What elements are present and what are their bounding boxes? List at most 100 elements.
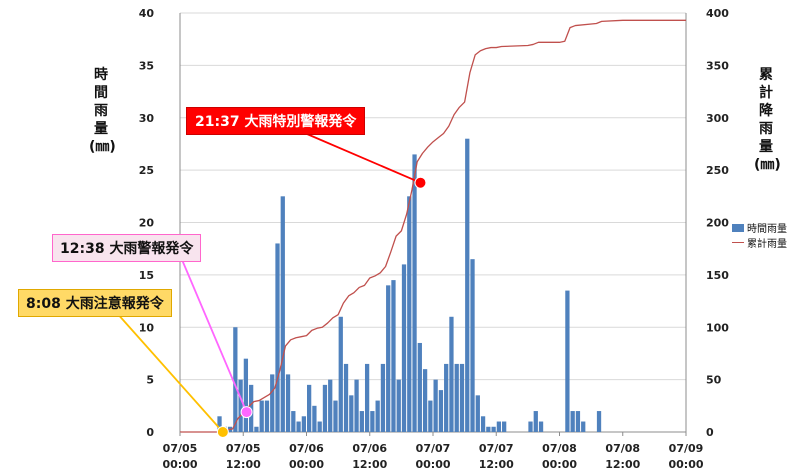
x-tick-label-date: 07/08 [605, 442, 640, 455]
hourly-rain-bar [349, 395, 354, 432]
legend-swatch-cumulative [732, 242, 744, 243]
hourly-rain-bar [570, 411, 575, 432]
y-left-tick-label: 15 [139, 269, 154, 282]
hourly-rain-bar [581, 421, 586, 432]
x-tick-label-time: 12:00 [605, 458, 640, 471]
hourly-rain-bar [433, 379, 438, 432]
hourly-rain-bar [322, 384, 328, 432]
hourly-rain-bar [396, 379, 401, 432]
axis-label-char: 時 [94, 67, 108, 83]
y-left-tick-label: 20 [139, 217, 155, 230]
annotation-emergency-warning: 21:37 大雨特別警報発令 [186, 107, 366, 135]
annotation-marker [216, 426, 229, 438]
hourly-rain-bar [538, 421, 544, 432]
hourly-rain-bar [444, 363, 449, 432]
annotation-marker [414, 176, 427, 189]
y-right-tick-label: 150 [706, 269, 729, 282]
x-tick-label-date: 07/05 [226, 442, 261, 455]
hourly-rain-bar [375, 400, 380, 432]
hourly-rain-bar [428, 400, 433, 432]
hourly-rain-bar [417, 342, 422, 432]
axis-label-char: (㎜) [754, 157, 781, 173]
annotation-leader-line [299, 130, 421, 184]
hourly-rain-bar [386, 285, 391, 432]
hourly-rain-bar [596, 411, 602, 432]
hourly-rain-bar [238, 379, 243, 432]
axis-label-char: 計 [759, 85, 773, 101]
x-tick-label-time: 12:00 [226, 458, 261, 471]
y-left-tick-label: 40 [139, 7, 155, 20]
hourly-rain-bar [312, 405, 317, 432]
axis-label-char: 間 [94, 85, 108, 101]
hourly-rain-bar [291, 411, 296, 432]
x-tick-label-time: 00:00 [162, 458, 197, 471]
hourly-rain-bar [401, 264, 407, 432]
y-left-tick-label: 30 [139, 112, 155, 125]
annotation-leader-line [107, 302, 224, 433]
hourly-rain-bar [338, 316, 343, 432]
hourly-rain-bar [528, 421, 533, 432]
hourly-rain-bar [264, 400, 270, 432]
hourly-rain-bar [459, 363, 465, 432]
hourly-rain-bar [502, 421, 507, 432]
legend-swatch-hourly [732, 223, 744, 232]
hourly-rain-bar [328, 379, 333, 432]
x-tick-label-date: 07/07 [479, 442, 514, 455]
hourly-rain-bar [280, 196, 285, 432]
legend-item-cumulative: 累計雨量 [732, 235, 787, 250]
hourly-rain-bar [343, 363, 349, 432]
x-tick-label-time: 00:00 [289, 458, 324, 471]
legend: 時間雨量 累計雨量 [732, 220, 787, 250]
y-left-tick-label: 5 [146, 374, 154, 387]
x-tick-label-time: 00:00 [668, 458, 703, 471]
hourly-rain-bar [380, 363, 386, 432]
annotation-warning: 12:38 大雨警報発令 [52, 234, 202, 262]
hourly-rain-bar [301, 416, 306, 432]
x-tick-label-date: 07/05 [163, 442, 198, 455]
y-left-tick-label: 35 [139, 59, 154, 72]
x-tick-label-date: 07/06 [352, 442, 387, 455]
y-right-tick-label: 400 [706, 7, 729, 20]
legend-item-hourly: 時間雨量 [732, 220, 787, 235]
hourly-rain-bar [354, 379, 359, 432]
axis-label-char: 雨 [94, 103, 108, 119]
hourly-rain-bar [575, 411, 581, 432]
hourly-rain-bar [491, 426, 496, 432]
hourly-rain-bar [422, 369, 428, 432]
annotation-marker [240, 406, 253, 419]
hourly-rain-bar [465, 138, 470, 432]
x-tick-label-date: 07/08 [542, 442, 577, 455]
hourly-rain-bar [243, 358, 249, 432]
hourly-rain-bar [359, 411, 364, 432]
hourly-rain-bar [307, 384, 312, 432]
hourly-rain-bar [364, 363, 370, 432]
y-right-tick-label: 200 [706, 217, 729, 230]
x-tick-label-date: 07/09 [669, 442, 704, 455]
hourly-rain-bar [233, 327, 238, 432]
legend-label-cumulative: 累計雨量 [747, 239, 787, 250]
x-tick-label-time: 12:00 [479, 458, 514, 471]
legend-label-hourly: 時間雨量 [747, 224, 787, 235]
y-left-tick-label: 0 [146, 426, 154, 439]
y-right-tick-label: 50 [706, 374, 722, 387]
annotation-advisory: 8:08 大雨注意報発令 [18, 289, 172, 317]
axis-label-char: 雨 [759, 121, 773, 137]
annotation-leader-line [179, 254, 248, 413]
x-tick-label-time: 00:00 [542, 458, 577, 471]
left-axis-label: 時間雨量 (㎜) [89, 66, 116, 156]
hourly-rain-bar [449, 316, 454, 432]
hourly-rain-bar [270, 374, 275, 432]
hourly-rain-bar [438, 390, 444, 432]
hourly-rain-bar [370, 411, 375, 432]
hourly-rain-bar [317, 421, 322, 432]
hourly-rain-bar [496, 421, 502, 432]
y-right-tick-label: 300 [706, 112, 729, 125]
axis-label-char: 量 [759, 139, 773, 155]
axis-label-char: 降 [759, 103, 773, 119]
y-right-tick-label: 100 [706, 321, 729, 334]
hourly-rain-bar [565, 290, 570, 432]
hourly-rain-bar [217, 416, 222, 432]
hourly-rain-bar [470, 259, 475, 432]
y-left-tick-label: 25 [139, 164, 154, 177]
